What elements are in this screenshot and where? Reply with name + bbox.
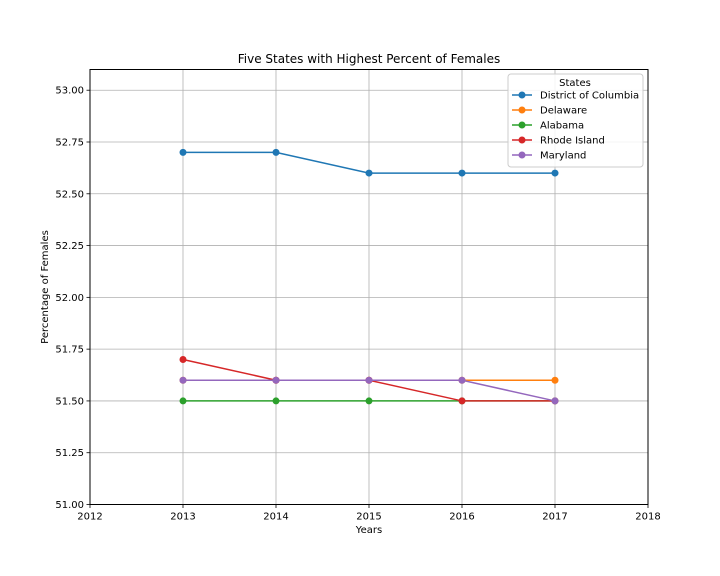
y-tick-label: 52.00 (55, 293, 84, 304)
legend-label-alabama: Alabama (540, 121, 584, 132)
data-point-maryland (551, 397, 559, 405)
y-tick-label: 52.50 (55, 189, 84, 200)
x-tick-label: 2016 (449, 512, 474, 523)
data-point-maryland (272, 376, 280, 384)
data-point-district-of-columbia (365, 169, 373, 177)
x-axis-label: Years (355, 525, 382, 536)
legend-swatch-marker-rhode-island (518, 136, 526, 144)
legend-swatch-marker-delaware (518, 106, 526, 114)
x-axis-ticks: 2012 2013 2014 2015 2016 2017 2018 (77, 504, 661, 523)
x-tick-label: 2015 (356, 512, 381, 523)
x-tick-label: 2013 (170, 512, 195, 523)
y-axis-label: Percentage of Females (40, 230, 51, 344)
x-tick-label: 2018 (635, 512, 660, 523)
data-point-alabama (365, 397, 373, 405)
data-point-district-of-columbia (551, 169, 559, 177)
legend-label-delaware: Delaware (540, 106, 587, 117)
data-point-maryland (179, 376, 187, 384)
y-tick-label: 53.00 (55, 86, 84, 97)
series-layer (179, 148, 559, 405)
y-tick-label: 52.25 (55, 241, 84, 252)
data-point-district-of-columbia (272, 148, 280, 156)
y-tick-label: 52.75 (55, 138, 84, 149)
legend: States District of Columbia Delaware Alaba… (507, 73, 644, 168)
data-point-alabama (272, 397, 280, 405)
x-tick-label: 2014 (263, 512, 288, 523)
legend-title: States (559, 78, 591, 89)
x-tick-label: 2017 (542, 512, 567, 523)
data-point-delaware (551, 376, 559, 384)
data-point-district-of-columbia (179, 148, 187, 156)
data-point-rhode-island (179, 356, 187, 363)
data-point-district-of-columbia (458, 169, 466, 177)
data-point-maryland (458, 376, 466, 384)
legend-swatch-marker-maryland (518, 151, 526, 159)
y-axis-ticks: 51.00 51.25 51.50 51.75 52.00 52.25 52.50 52.75… (55, 86, 90, 511)
legend-swatch-marker-alabama (518, 121, 526, 129)
y-tick-label: 51.25 (55, 448, 84, 459)
legend-label-district-of-columbia: District of Columbia (540, 91, 639, 102)
data-point-rhode-island (458, 397, 466, 405)
legend-box (507, 73, 644, 168)
legend-swatch-marker-district-of-columbia (518, 91, 526, 99)
legend-label-maryland: Maryland (540, 151, 586, 162)
x-tick-label: 2012 (77, 512, 102, 523)
series-district-of-columbia (179, 148, 559, 177)
data-point-maryland (365, 376, 373, 384)
y-tick-label: 51.50 (55, 396, 84, 407)
y-tick-label: 51.00 (55, 500, 84, 511)
data-point-alabama (179, 397, 187, 405)
legend-label-rhode-island: Rhode Island (540, 136, 605, 147)
series-maryland (179, 376, 559, 405)
chart-title: Five States with Highest Percent of Fema… (238, 52, 501, 66)
y-tick-label: 51.75 (55, 345, 84, 356)
